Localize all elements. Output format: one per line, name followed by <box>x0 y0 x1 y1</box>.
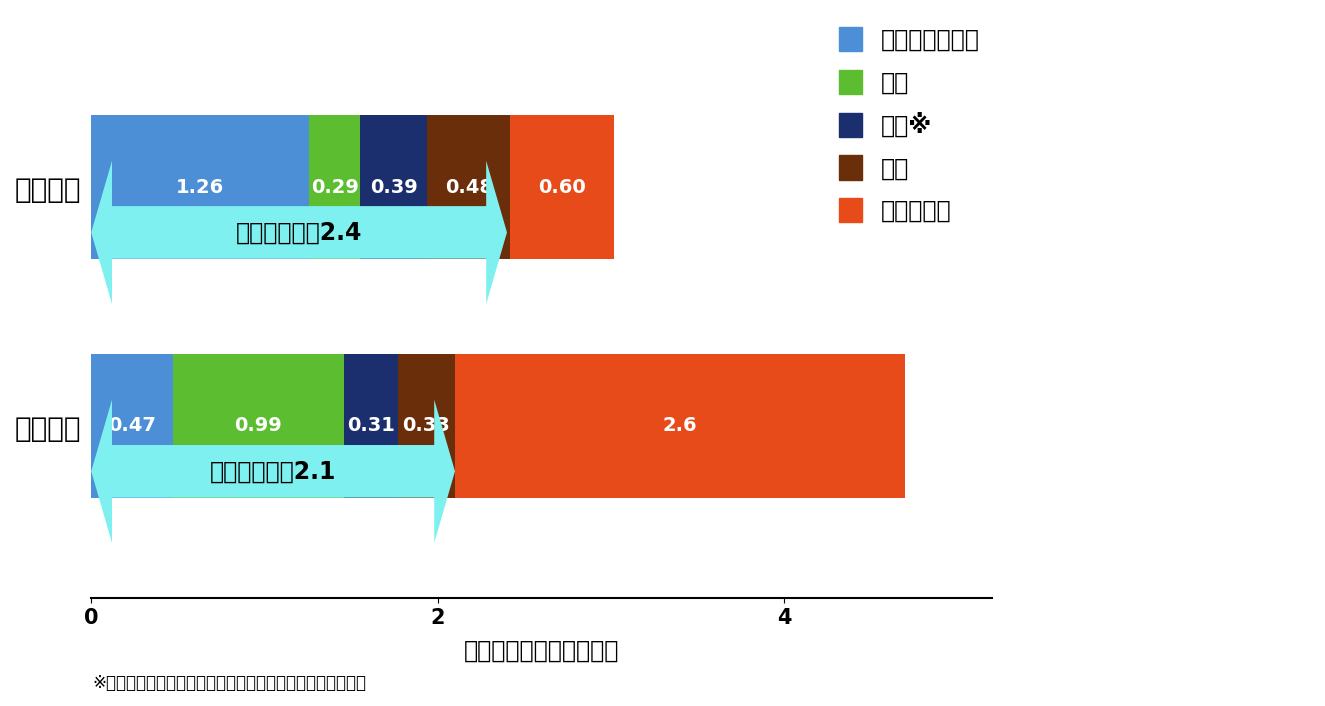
Bar <box>91 115 310 258</box>
Legend: ラドン・トロン, 食品, 宇宙※, 大地, 医療被ばく: ラドン・トロン, 食品, 宇宙※, 大地, 医療被ばく <box>839 27 980 223</box>
Text: 0.31: 0.31 <box>347 417 395 436</box>
Bar <box>172 354 344 498</box>
Bar <box>310 115 359 258</box>
Bar <box>427 115 510 258</box>
X-axis label: 線量（ミリシーベルト）: 線量（ミリシーベルト） <box>464 639 619 663</box>
Text: 0.99: 0.99 <box>235 417 282 436</box>
Text: 0.60: 0.60 <box>538 177 586 196</box>
Text: 自然放射線　2.4: 自然放射線 2.4 <box>236 220 362 244</box>
Text: ※宇宙線からの被ばくと航空機利用に伴う被ばくの合計値。: ※宇宙線からの被ばくと航空機利用に伴う被ばくの合計値。 <box>93 674 367 692</box>
Bar <box>510 115 615 258</box>
Polygon shape <box>91 400 454 543</box>
Text: 2.6: 2.6 <box>662 417 697 436</box>
Bar <box>359 115 427 258</box>
Text: 1.26: 1.26 <box>176 177 224 196</box>
Text: 0.39: 0.39 <box>370 177 417 196</box>
Text: 自然放射線　2.1: 自然放射線 2.1 <box>209 460 337 484</box>
Text: 0.47: 0.47 <box>109 417 156 436</box>
Bar <box>454 354 905 498</box>
Text: 0.29: 0.29 <box>310 177 359 196</box>
Bar <box>398 354 454 498</box>
Bar <box>91 354 172 498</box>
Bar <box>344 354 398 498</box>
Text: 0.48: 0.48 <box>445 177 493 196</box>
Text: 0.33: 0.33 <box>403 417 451 436</box>
Polygon shape <box>91 161 507 304</box>
